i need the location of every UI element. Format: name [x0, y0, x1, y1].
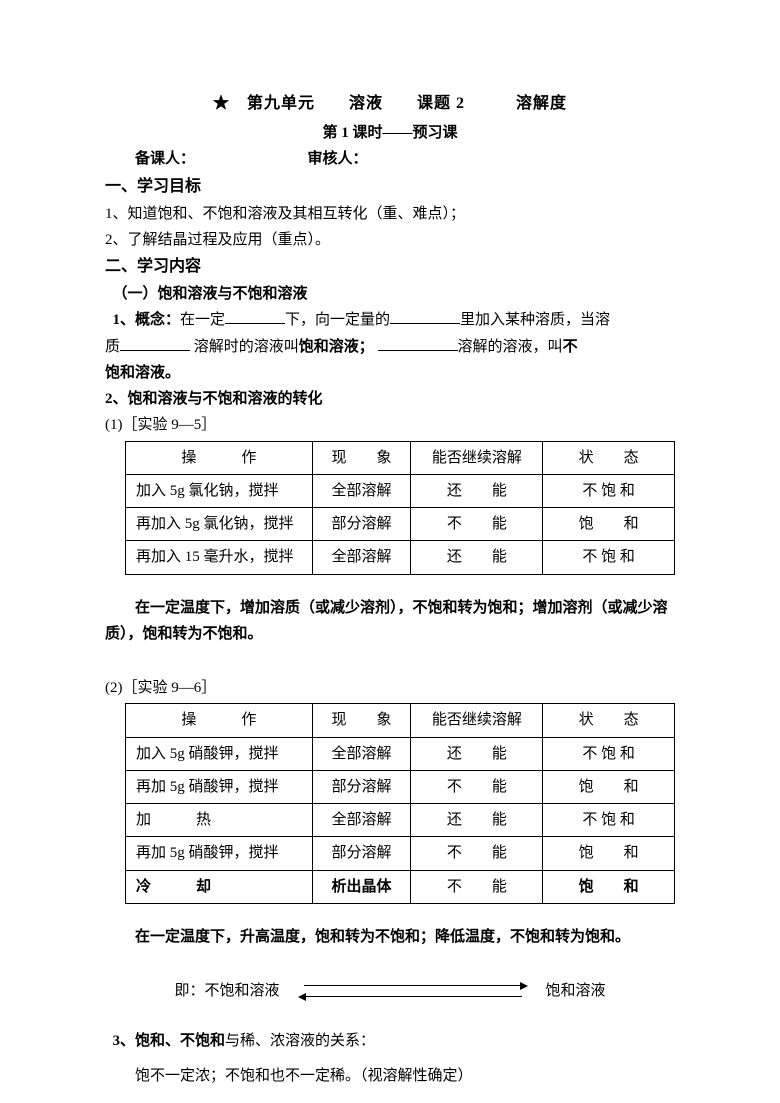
table-cell: 全部溶解 — [312, 474, 411, 507]
exp1-table: 操 作 现 象 能否继续溶解 状 态 加入 5g 氯化钠，搅拌全部溶解还 能不 … — [125, 441, 675, 575]
concept-line-3: 饱和溶液。 — [105, 360, 675, 386]
table-cell: 饱 和 — [543, 837, 675, 870]
table-row: 加 热全部溶解还 能不 饱 和 — [126, 804, 675, 837]
table-cell: 不 能 — [411, 508, 543, 541]
table-cell: 不 饱 和 — [543, 804, 675, 837]
table-row: 加入 5g 氯化钠，搅拌全部溶解还 能不 饱 和 — [126, 474, 675, 507]
table-cell: 饱 和 — [543, 770, 675, 803]
table-cell: 不 能 — [411, 870, 543, 903]
authors-line: 备课人： 审核人： — [105, 146, 675, 172]
col-state: 状 态 — [543, 704, 675, 737]
table-cell: 饱 和 — [543, 508, 675, 541]
exp2-table: 操 作 现 象 能否继续溶解 状 态 加入 5g 硝酸钾，搅拌全部溶解还 能不 … — [125, 703, 675, 904]
table-row: 冷 却析出晶体不 能饱 和 — [126, 870, 675, 903]
concept-d: 质 — [105, 339, 120, 355]
exp2-label: (2)［实验 9—6］ — [105, 675, 675, 701]
section-3-head-rest: 与稀、浓溶液的关系： — [225, 1033, 375, 1049]
table-row: 加入 5g 硝酸钾，搅拌全部溶解还 能不 饱 和 — [126, 737, 675, 770]
col-phenomenon: 现 象 — [312, 704, 411, 737]
section-3-head-bold: 3、饱和、不饱和 — [113, 1033, 226, 1049]
concept-g: 溶解的溶液，叫 — [458, 339, 563, 355]
page-title: ★ 第九单元 溶液 课题 2 溶解度 — [105, 90, 675, 118]
section-3-head: 3、饱和、不饱和与稀、浓溶液的关系： — [105, 1028, 675, 1054]
table-row: 再加 5g 硝酸钾，搅拌部分溶解不 能饱 和 — [126, 837, 675, 870]
arrow-left-label: 不饱和溶液 — [204, 978, 279, 1004]
table-cell: 全部溶解 — [312, 541, 411, 574]
table-cell: 部分溶解 — [312, 770, 411, 803]
objective-1: 1、知道饱和、不饱和溶液及其相互转化（重、难点）； — [105, 201, 675, 227]
double-arrow-icon — [298, 982, 528, 1000]
table-cell: 再加入 5g 氯化钠，搅拌 — [126, 508, 313, 541]
table-cell: 全部溶解 — [312, 737, 411, 770]
col-can-dissolve: 能否继续溶解 — [411, 441, 543, 474]
table-cell: 还 能 — [411, 737, 543, 770]
table-cell: 饱 和 — [543, 870, 675, 903]
blank-1 — [225, 309, 285, 324]
concept-line-1: 1、概念：在一定 下，向一定量的 里加入某种溶质，当溶 — [105, 307, 675, 333]
table-cell: 还 能 — [411, 541, 543, 574]
table-cell: 加 热 — [126, 804, 313, 837]
table-cell: 不 能 — [411, 837, 543, 870]
table-cell: 加入 5g 硝酸钾，搅拌 — [126, 737, 313, 770]
table-header-row: 操 作 现 象 能否继续溶解 状 态 — [126, 704, 675, 737]
table-header-row: 操 作 现 象 能否继续溶解 状 态 — [126, 441, 675, 474]
exp2-note: 在一定温度下，升高温度，饱和转为不饱和；降低温度，不饱和转为饱和。 — [105, 924, 675, 950]
exp1-label: (1)［实验 9—5］ — [105, 412, 675, 438]
section-2-head: 二、学习内容 — [105, 253, 675, 281]
blank-3 — [120, 336, 190, 351]
conversion-diagram: 即： 不饱和溶液 饱和溶液 — [105, 978, 675, 1004]
arrow-right-label: 饱和溶液 — [546, 978, 606, 1004]
table-row: 再加入 15 毫升水，搅拌全部溶解还 能不 饱 和 — [126, 541, 675, 574]
table-cell: 还 能 — [411, 804, 543, 837]
concept-a: 在一定 — [180, 312, 225, 328]
table-cell: 部分溶解 — [312, 837, 411, 870]
arrow-prefix: 即： — [174, 978, 204, 1004]
concept-c: 里加入某种溶质，当溶 — [460, 312, 610, 328]
blank-2 — [390, 309, 460, 324]
page-subtitle: 第 1 课时——预习课 — [105, 120, 675, 146]
table-cell: 析出晶体 — [312, 870, 411, 903]
col-phenomenon: 现 象 — [312, 441, 411, 474]
table-cell: 不 饱 和 — [543, 541, 675, 574]
col-can-dissolve: 能否继续溶解 — [411, 704, 543, 737]
table-cell: 部分溶解 — [312, 508, 411, 541]
section-2-sub1: （一）饱和溶液与不饱和溶液 — [105, 281, 675, 307]
col-operation: 操 作 — [126, 441, 313, 474]
col-operation: 操 作 — [126, 704, 313, 737]
concept-b: 下，向一定量的 — [285, 312, 390, 328]
concept-label: 1、概念： — [113, 312, 181, 328]
table-cell: 再加入 15 毫升水，搅拌 — [126, 541, 313, 574]
table-row: 再加入 5g 氯化钠，搅拌部分溶解不 能饱 和 — [126, 508, 675, 541]
concept-e: 溶解时的溶液叫 — [194, 339, 299, 355]
table-cell: 冷 却 — [126, 870, 313, 903]
table-cell: 加入 5g 氯化钠，搅拌 — [126, 474, 313, 507]
table-cell: 还 能 — [411, 474, 543, 507]
col-state: 状 态 — [543, 441, 675, 474]
section-1-head: 一、学习目标 — [105, 173, 675, 201]
objective-2: 2、了解结晶过程及应用（重点）。 — [105, 227, 675, 253]
table-row: 再加 5g 硝酸钾，搅拌部分溶解不 能饱 和 — [126, 770, 675, 803]
section-2-sub2: 2、饱和溶液与不饱和溶液的转化 — [105, 386, 675, 412]
concept-f: 饱和溶液； — [299, 339, 374, 355]
table-cell: 不 能 — [411, 770, 543, 803]
table-cell: 全部溶解 — [312, 804, 411, 837]
table-cell: 再加 5g 硝酸钾，搅拌 — [126, 837, 313, 870]
concept-line-2: 质 溶解时的溶液叫饱和溶液； 溶解的溶液，叫不 — [105, 334, 675, 360]
concept-h: 不 — [563, 339, 578, 355]
exp1-note: 在一定温度下，增加溶质（或减少溶剂），不饱和转为饱和；增加溶剂（或减少溶质），饱… — [105, 595, 675, 648]
table-cell: 再加 5g 硝酸钾，搅拌 — [126, 770, 313, 803]
section-3-body: 饱不一定浓；不饱和也不一定稀。（视溶解性确定） — [105, 1063, 675, 1089]
table-cell: 不 饱 和 — [543, 474, 675, 507]
table-cell: 不 饱 和 — [543, 737, 675, 770]
blank-4 — [378, 336, 458, 351]
